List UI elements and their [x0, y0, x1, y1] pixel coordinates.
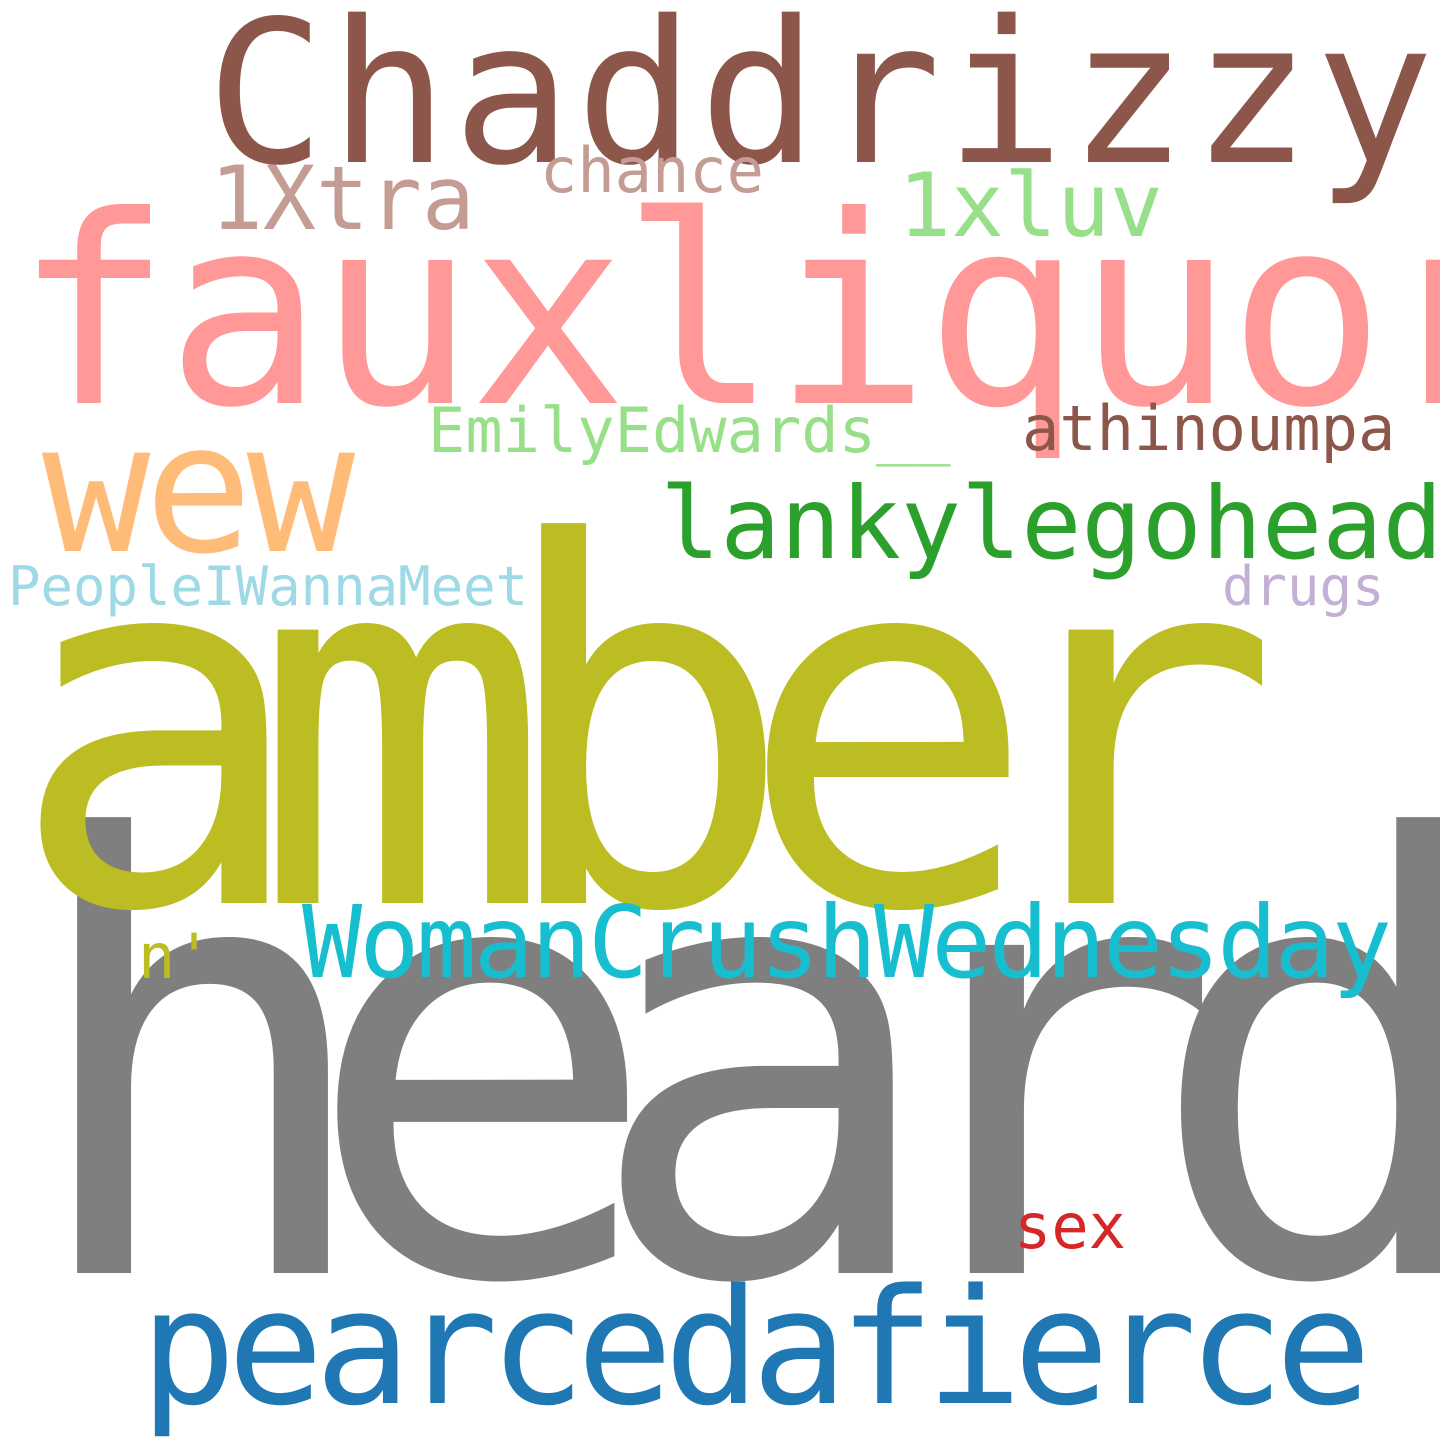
word-chance: chance — [540, 134, 764, 207]
word-pearcedafierce: pearcedafierce — [140, 1254, 1372, 1440]
word-1xluv: 1xluv — [898, 154, 1163, 257]
word-emilyedwards: EmilyEdwards__ — [428, 394, 951, 467]
word-drugs: drugs — [1222, 555, 1385, 618]
word-heard: heard — [20, 716, 1440, 1415]
word-fauxliquor: fauxliquor — [14, 160, 1440, 465]
word-sex: sex — [1014, 1190, 1126, 1263]
word-1xtra: 1Xtra — [210, 147, 475, 250]
word-amber: amber — [8, 439, 1281, 1021]
word-chaddrizzy: Chaddrizzy — [206, 0, 1439, 209]
word-n-apostrophe: n' — [138, 920, 213, 993]
word-athinoumpa: athinoumpa — [1022, 392, 1396, 465]
word-womancrushwednesday: WomanCrushWednesday — [302, 884, 1392, 1001]
word-wew: wew — [42, 385, 355, 594]
word-lankylegohead: lankylegohead — [660, 465, 1440, 582]
word-peopleiwannameet: PeopleIWannaMeet — [8, 555, 529, 618]
